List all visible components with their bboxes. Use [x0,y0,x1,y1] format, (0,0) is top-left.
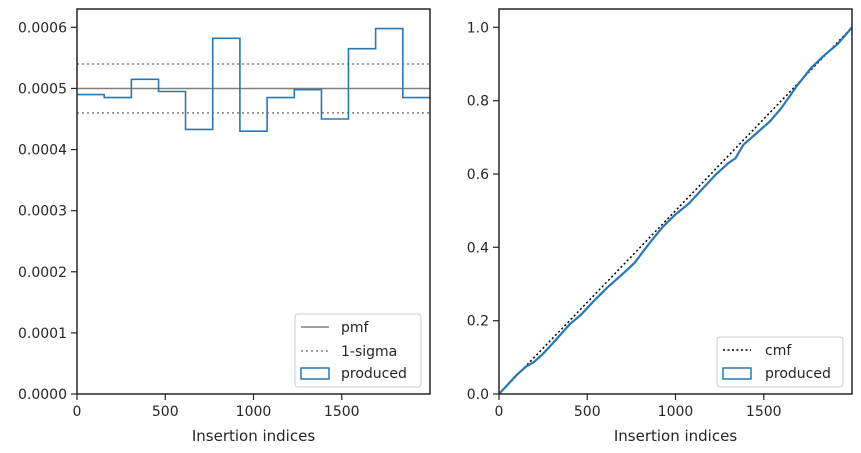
x-tick-label: 0 [495,404,504,420]
x-tick-label: 1000 [658,404,694,420]
y-tick-label: 0.0002 [18,265,67,281]
y-tick-label: 0.0000 [18,387,67,403]
x-tick-label: 1500 [324,404,360,420]
right-plot-area [498,26,853,395]
right-legend: cmf produced [716,336,844,388]
left-axes-frame [76,8,431,395]
left-panel: 0.0000 0.0001 0.0002 0.0003 0.0004 0.0005 0.00… [18,8,431,445]
x-tick-label: 500 [152,404,179,420]
x-tick-label: 0 [73,404,82,420]
right-x-ticks: 0 500 1000 1500 [495,394,782,420]
y-tick-label: 0.0 [467,387,489,403]
y-tick-label: 0.0001 [18,326,67,342]
left-y-ticks: 0.0000 0.0001 0.0002 0.0003 0.0004 0.0005 0.00… [18,20,77,403]
legend-produced-label: produced [341,366,407,382]
y-tick-label: 0.6 [467,167,489,183]
legend-produced-swatch [722,367,752,380]
legend-pmf-label: pmf [341,320,370,336]
y-tick-label: 0.8 [467,94,489,110]
legend-sigma-label: 1-sigma [341,344,397,360]
left-x-ticks: 0 500 1000 1500 [73,394,360,420]
right-legend-box [716,336,844,388]
right-y-ticks: 0.0 0.2 0.4 0.6 0.8 1.0 [467,20,499,403]
produced-cumulative-line [498,26,853,395]
legend-cmf-label: cmf [765,343,792,359]
left-plot-area [77,27,430,133]
x-tick-label: 500 [574,404,601,420]
produced-histogram-step [77,27,430,133]
right-panel: 0.0 0.2 0.4 0.6 0.8 1.0 0 500 1000 1500 Insertio… [467,8,853,445]
y-tick-label: 0.4 [467,240,489,256]
left-x-axis-label: Insertion indices [192,427,315,445]
y-tick-label: 0.0005 [18,81,67,97]
x-tick-label: 1500 [746,404,782,420]
y-tick-label: 0.2 [467,314,489,330]
legend-produced-label: produced [765,366,831,382]
y-tick-label: 0.0004 [18,143,67,159]
legend-produced-swatch [300,367,330,380]
y-tick-label: 0.0003 [18,204,67,220]
y-tick-label: 1.0 [467,20,489,36]
x-tick-label: 1000 [236,404,272,420]
right-axes-frame [498,8,853,395]
y-tick-label: 0.0006 [18,20,67,36]
left-legend: pmf 1-sigma produced [294,313,422,388]
cmf-line [498,26,853,395]
right-x-axis-label: Insertion indices [614,427,737,445]
